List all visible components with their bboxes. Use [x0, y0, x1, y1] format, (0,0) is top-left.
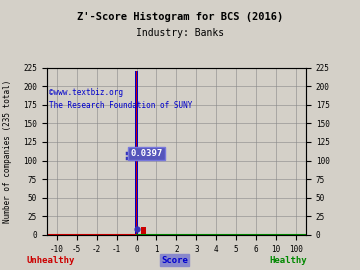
- Text: Unhealthy: Unhealthy: [26, 256, 75, 265]
- Text: Number of companies (235 total): Number of companies (235 total): [3, 79, 12, 223]
- Text: Score: Score: [161, 256, 188, 265]
- Text: Industry: Banks: Industry: Banks: [136, 28, 224, 38]
- Text: Z'-Score Histogram for BCS (2016): Z'-Score Histogram for BCS (2016): [77, 12, 283, 22]
- Bar: [136, 71, 137, 235]
- Bar: [135, 71, 138, 235]
- Text: 0.0397: 0.0397: [130, 149, 162, 158]
- Text: The Research Foundation of SUNY: The Research Foundation of SUNY: [49, 101, 193, 110]
- Text: Healthy: Healthy: [269, 256, 307, 265]
- Bar: [141, 227, 146, 235]
- Text: ©www.textbiz.org: ©www.textbiz.org: [49, 87, 123, 97]
